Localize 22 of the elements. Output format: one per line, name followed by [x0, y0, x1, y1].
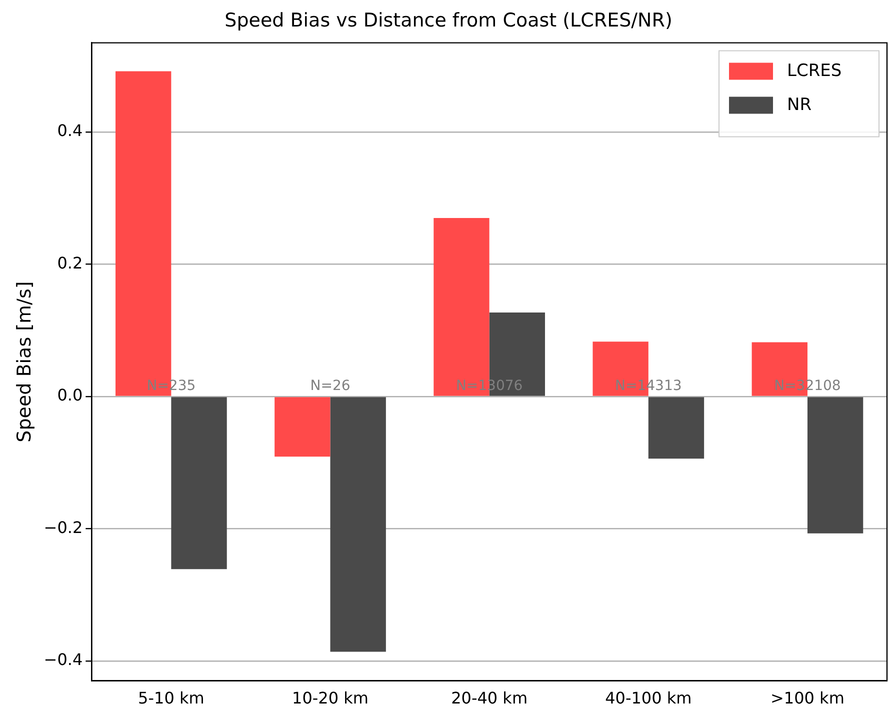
y-tick-label: 0.2: [57, 253, 83, 272]
legend-label: LCRES: [787, 61, 842, 82]
chart-title: Speed Bias vs Distance from Coast (LCRES/NR): [224, 9, 672, 32]
x-tick-label: 40-100 km: [605, 688, 692, 708]
bar: [330, 397, 386, 652]
y-tick-label: 0.4: [57, 121, 83, 140]
annotation: N=13076: [456, 378, 523, 394]
annotation: N=26: [310, 378, 350, 394]
x-tick-label: 10-20 km: [292, 688, 368, 708]
legend-label: NR: [787, 95, 812, 116]
x-tick-label: >100 km: [770, 688, 844, 708]
y-tick-label: −0.2: [44, 518, 83, 537]
y-tick-label: −0.4: [44, 650, 83, 670]
bar: [648, 397, 704, 459]
bar: [171, 397, 227, 570]
annotation: N=14313: [615, 378, 682, 394]
bar: [807, 397, 864, 534]
x-tick-label: 20-40 km: [451, 688, 528, 708]
bar: [274, 397, 330, 457]
y-tick-label: 0.0: [57, 386, 83, 405]
x-tick-label: 5-10 km: [138, 688, 204, 708]
y-axis-title: Speed Bias [m/s]: [13, 281, 36, 442]
